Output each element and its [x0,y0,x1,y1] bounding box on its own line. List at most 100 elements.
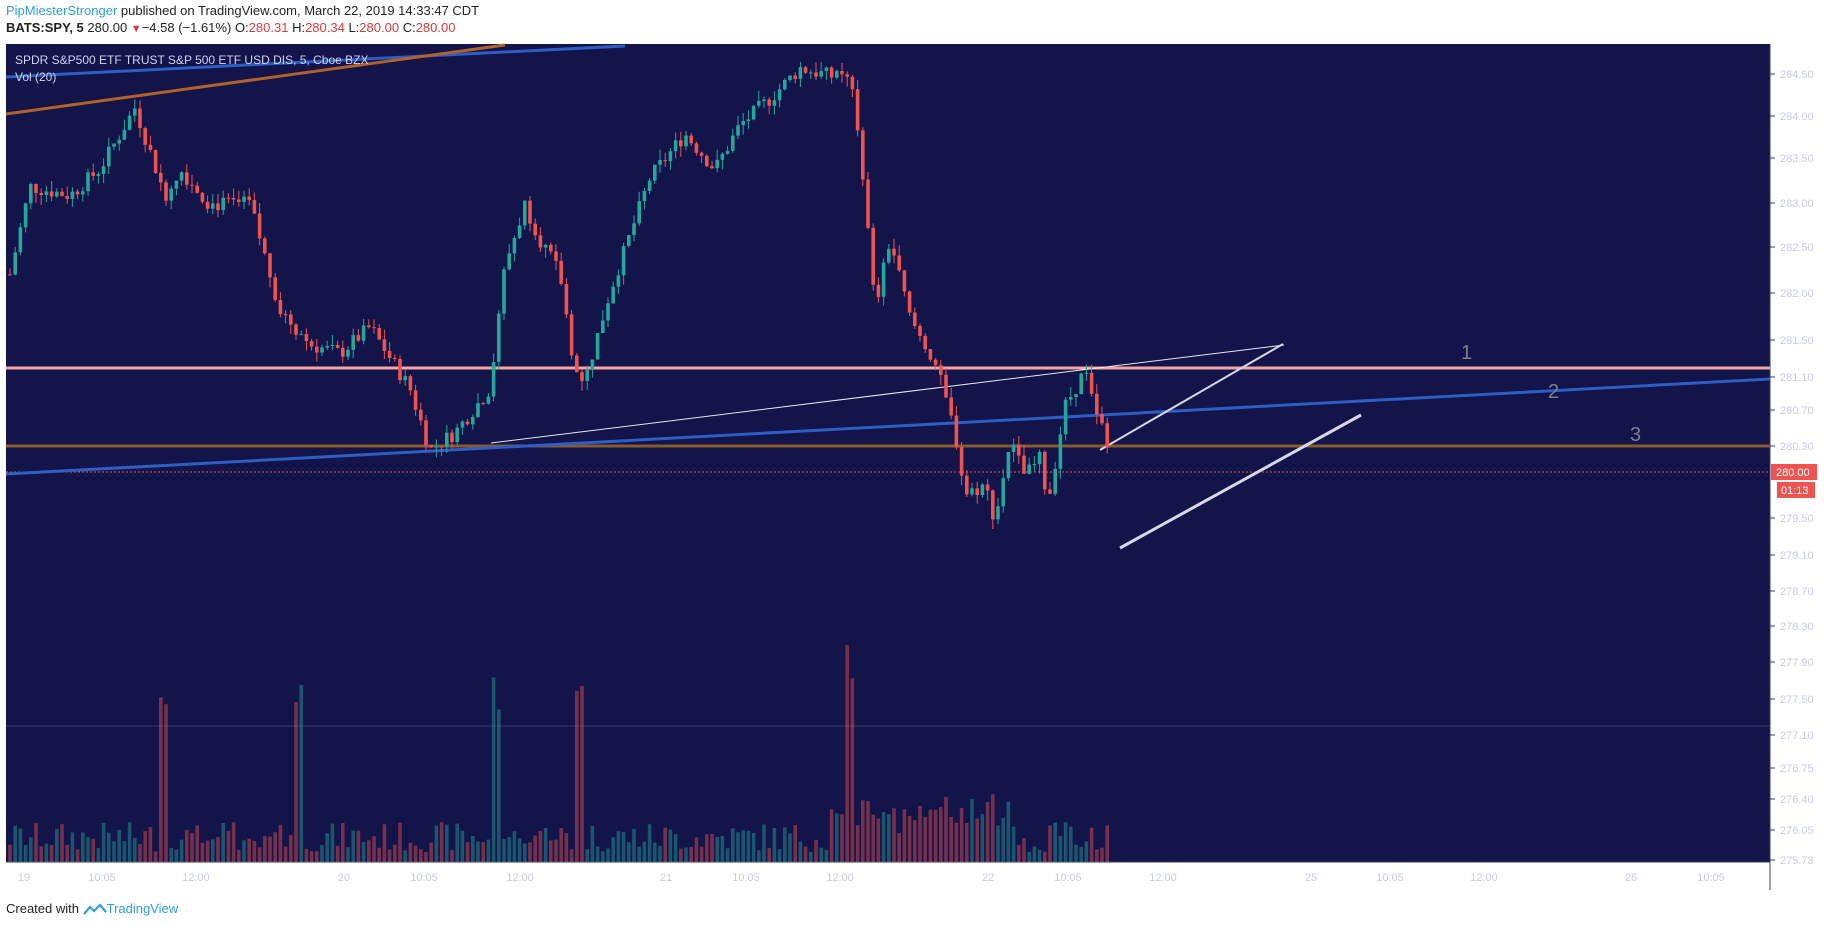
candle-body [601,320,605,334]
volume-bar [507,837,511,862]
volume-bar [585,849,589,862]
candle-body [200,192,205,202]
candle-body [247,196,251,201]
volume-bar [75,849,80,862]
price-tick-label: 283.00 [1780,198,1814,210]
volume-bar [647,824,652,862]
volume-bar [549,840,553,862]
volume-bar [190,832,194,862]
candle-body [60,191,64,196]
volume-bar [34,822,38,862]
volume-bar [1053,822,1057,862]
volume-bar [840,814,844,862]
volume-bar [533,835,537,862]
volume-bar [341,823,345,862]
candle-body [1063,399,1068,435]
candle-body [861,130,865,180]
volume-bar [741,830,745,862]
volume-bar [679,848,683,862]
candle-body [1037,451,1042,465]
candle-body [86,172,90,192]
candle-body [424,420,428,446]
volume-bar [252,840,257,862]
candle-body [44,191,49,195]
time-tick-label: 22 [982,872,994,884]
volume-bar [179,839,184,862]
volume-bar [55,828,59,862]
volume-bar [725,848,730,862]
volume-bar [528,842,532,862]
price-tick-label: 281.50 [1780,335,1814,347]
volume-bar [18,828,23,862]
volume-bar [517,838,522,862]
ohlc-line: BATS:SPY, 5 280.00 ▼−4.58 (−1.61%) O:280… [6,20,455,35]
candle-body [273,277,277,300]
candle-body [741,121,745,126]
price-tick-label: 281.10 [1780,372,1814,384]
high-label: H: [292,20,306,35]
volume-bar [101,822,106,862]
candle-body [346,349,350,357]
volume-bar [512,831,517,862]
price-tick-label: 280.30 [1780,441,1814,453]
volume-bar [23,844,28,862]
time-tick-label: 12:00 [1470,872,1498,884]
time-tick-label: 26 [1625,872,1637,884]
candle-body [257,213,262,239]
candle-body [153,150,158,174]
candle-body [341,347,345,357]
volume-bar [907,815,912,862]
volume-bar [606,848,610,862]
volume-bar [273,832,277,862]
candle-body [751,105,756,120]
candle-body [190,184,194,186]
candle-body [621,245,626,276]
candle-body [143,128,147,145]
volume-bar [663,827,667,862]
volume-bar [985,802,990,862]
volume-bar [70,832,75,862]
volume-bar [133,837,137,862]
candle-body [538,235,543,248]
candle-body [595,333,600,360]
volume-bar [762,824,766,862]
volume-bar [268,836,272,862]
volume-bar [803,846,808,862]
volume-bar [595,846,600,862]
tradingview-link[interactable]: TradingView [106,901,179,916]
high-value: 280.34 [305,20,345,35]
volume-bar [424,851,428,862]
volume-bar [481,842,485,862]
candle-body [835,71,839,78]
candle-body [985,484,990,491]
trendline-2 [5,377,1771,476]
time-tick-label: 10:05 [1376,872,1404,884]
candle-body [81,191,85,195]
volume-bar [486,839,491,862]
candle-body [325,345,329,348]
time-tick-label: 12:00 [1149,872,1177,884]
candle-body [965,475,969,495]
candle-body [460,421,465,428]
time-tick-label: 12:00 [506,872,534,884]
candle-body [335,345,340,348]
candle-body [710,166,714,169]
candle-body [694,143,699,153]
candle-body [351,335,355,350]
candle-body [127,115,132,130]
volume-bar [1027,851,1031,862]
volume-bar [959,807,964,862]
volume-bar [850,678,855,862]
candle-body [1032,464,1037,466]
candle-body [309,341,314,347]
candle-body [777,89,782,101]
volume-bar [445,824,449,862]
candle-body [855,89,860,131]
countdown-value: 01:13 [1781,485,1809,497]
author-link[interactable]: PipMiesterStronger [6,3,118,18]
volume-bar [434,825,439,862]
volume-bar [195,825,199,862]
volume-bar [143,831,147,862]
volume-bar [923,816,927,862]
